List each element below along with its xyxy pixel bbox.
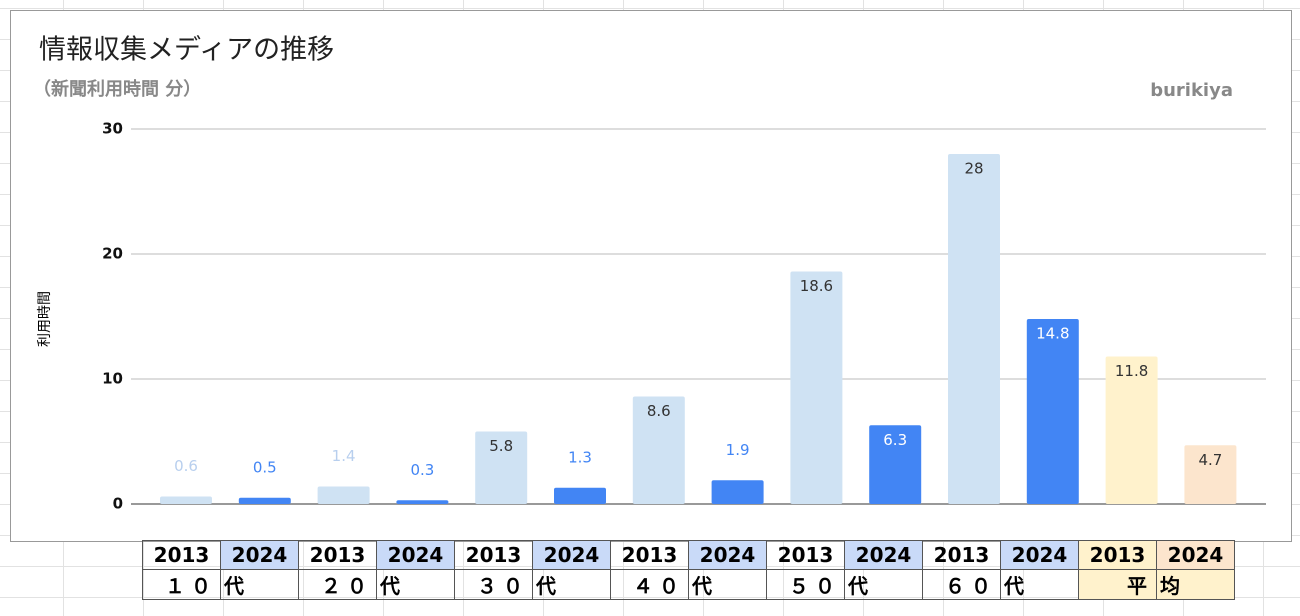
sheet-cell: 代 <box>1000 569 1079 600</box>
value-label: 1.9 <box>726 441 750 459</box>
sheet-cell: 2013 <box>454 540 533 570</box>
sheet-cell: ５０ <box>766 569 845 600</box>
y-tick-label: 0 <box>113 495 123 513</box>
sheet-cell: 2013 <box>1078 540 1157 570</box>
bar <box>1026 319 1079 504</box>
sheet-cell: 2024 <box>1156 540 1235 570</box>
sheet-cell: 代 <box>688 569 767 600</box>
bar <box>396 500 449 504</box>
sheet-cell: 2024 <box>688 540 767 570</box>
y-tick-label: 10 <box>102 370 123 388</box>
sheet-cell: 均 <box>1156 569 1235 600</box>
sheet-cell: 2024 <box>376 540 455 570</box>
sheet-cell: ３０ <box>454 569 533 600</box>
bar <box>869 425 922 504</box>
bar <box>475 431 528 504</box>
bar <box>317 486 370 504</box>
bar <box>632 396 685 504</box>
sheet-cell: 代 <box>376 569 455 600</box>
chart-subtitle: （新聞利用時間 分） <box>33 78 201 100</box>
watermark: burikiya <box>1150 80 1233 101</box>
bar <box>790 271 843 504</box>
value-label: 14.8 <box>1036 325 1069 343</box>
value-label: 5.8 <box>489 437 513 455</box>
bar <box>1105 356 1158 504</box>
sheet-cell: 2013 <box>298 540 377 570</box>
value-label: 28 <box>964 160 983 178</box>
sheet-cell: ４０ <box>610 569 689 600</box>
sheet-table: 2013 2024 2013 2024 2013 2024 2013 2024 2013 2024… <box>142 540 1235 600</box>
sheet-cell: 2024 <box>844 540 923 570</box>
y-tick-label: 20 <box>102 245 123 263</box>
bar <box>1184 445 1237 504</box>
sheet-cell: 代 <box>532 569 611 600</box>
value-label: 0.6 <box>174 457 198 475</box>
value-label: 18.6 <box>800 277 833 295</box>
sheet-cell: 代 <box>844 569 923 600</box>
value-label: 8.6 <box>647 402 671 420</box>
sheet-cell: 平 <box>1078 569 1157 600</box>
sheet-cell: 2013 <box>922 540 1001 570</box>
sheet-cell: 2024 <box>532 540 611 570</box>
sheet-cell: 2013 <box>142 540 221 570</box>
value-label: 4.7 <box>1198 451 1222 469</box>
value-label: 6.3 <box>883 431 907 449</box>
bar <box>554 487 606 504</box>
sheet-cell: 代 <box>220 569 299 600</box>
value-label: 1.4 <box>332 447 356 465</box>
value-label: 1.3 <box>568 448 592 466</box>
bar <box>238 497 291 504</box>
sheet-row: １０ 代 ２０ 代 ３０ 代 ４０ 代 ５０ 代 ６０ 代平均 <box>142 569 1235 600</box>
chart-title: 情報収集メディアの推移 <box>39 35 334 66</box>
bar <box>160 496 212 504</box>
value-label: 0.5 <box>253 458 277 476</box>
y-axis-label: 利用時間 <box>37 291 53 347</box>
bar <box>711 480 764 504</box>
chart: 情報収集メディアの推移 （新聞利用時間 分） burikiya 利用時間 0 10… <box>10 10 1292 542</box>
value-label: 0.3 <box>410 461 434 479</box>
sheet-cell: 2024 <box>220 540 299 570</box>
sheet-cell: ６０ <box>922 569 1001 600</box>
sheet-cell: 2013 <box>610 540 689 570</box>
sheet-row: 2013 2024 2013 2024 2013 2024 2013 2024 2013 2024… <box>142 540 1235 570</box>
sheet-cell: 2024 <box>1000 540 1079 570</box>
bar <box>948 154 1000 504</box>
y-tick-label: 30 <box>102 120 123 138</box>
value-label: 11.8 <box>1115 362 1148 380</box>
sheet-cell: 2013 <box>766 540 845 570</box>
sheet-cell: １０ <box>142 569 221 600</box>
sheet-cell: ２０ <box>298 569 377 600</box>
